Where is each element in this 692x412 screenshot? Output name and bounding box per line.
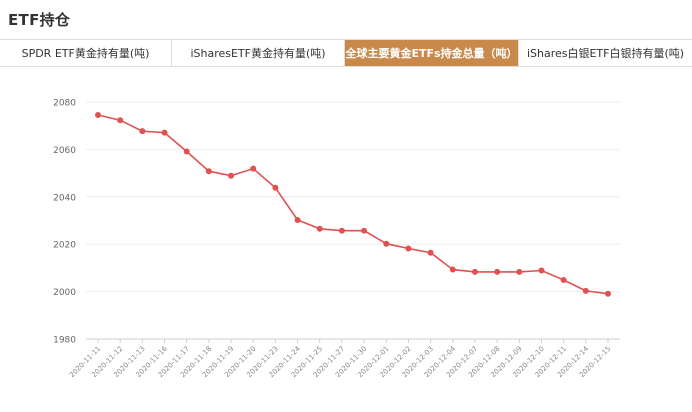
data-point[interactable] <box>95 112 101 119</box>
gridlines <box>86 101 620 340</box>
data-point[interactable] <box>560 276 567 283</box>
chart-area: 1980 2000 2020 2040 2060 2080 2020-11-11 2020-… <box>0 80 692 408</box>
y-tick-label: 2060 <box>53 146 76 156</box>
data-point[interactable] <box>427 249 434 256</box>
data-point[interactable] <box>582 287 589 294</box>
data-point[interactable] <box>205 168 212 175</box>
line-chart: 1980 2000 2020 2040 2060 2080 2020-11-112020-… <box>53 99 620 379</box>
data-point[interactable] <box>538 267 545 274</box>
data-point[interactable] <box>250 165 257 172</box>
data-point[interactable] <box>139 128 146 135</box>
data-point[interactable] <box>183 148 190 155</box>
data-point[interactable] <box>494 268 501 275</box>
tab-ishares-silver[interactable]: iShares白银ETF白银持有量(吨) <box>526 47 685 60</box>
data-point[interactable] <box>161 129 168 136</box>
y-tick-label: 2020 <box>53 241 76 251</box>
data-point[interactable] <box>316 225 323 232</box>
data-point[interactable] <box>471 268 478 275</box>
data-point[interactable] <box>516 268 523 275</box>
data-point[interactable] <box>383 240 390 247</box>
y-tick-label: 2080 <box>53 99 76 109</box>
data-point[interactable] <box>605 290 611 297</box>
tab-spdr-gold[interactable]: SPDR ETF黄金持有量(吨) <box>0 40 172 66</box>
y-axis-ticks: 1980 2000 2020 2040 2060 2080 <box>53 99 76 346</box>
y-tick-label: 2000 <box>53 288 76 298</box>
y-tick-label: 1980 <box>53 336 76 346</box>
data-point[interactable] <box>117 117 124 124</box>
tab-global-gold-etfs[interactable]: 全球主要黄金ETFs持金总量（吨） <box>345 40 519 66</box>
data-point[interactable] <box>272 184 279 191</box>
data-point[interactable] <box>338 227 345 234</box>
tab-ishares-gold[interactable]: iSharesETF黄金持有量(吨) <box>172 40 345 66</box>
data-point[interactable] <box>294 217 301 224</box>
x-axis-ticks: 2020-11-112020-11-122020-11-132020-11-16… <box>68 339 612 379</box>
data-point[interactable] <box>361 227 368 234</box>
data-point[interactable] <box>228 172 235 179</box>
series-line <box>97 114 609 295</box>
series-layer <box>95 112 611 297</box>
data-point[interactable] <box>449 266 456 273</box>
data-point[interactable] <box>405 245 412 252</box>
y-tick-label: 2040 <box>53 193 76 203</box>
page-title: ETF持仓 <box>8 11 71 29</box>
tab-bar: SPDR ETF黄金持有量(吨) iSharesETF黄金持有量(吨) 全球主要… <box>0 39 692 67</box>
